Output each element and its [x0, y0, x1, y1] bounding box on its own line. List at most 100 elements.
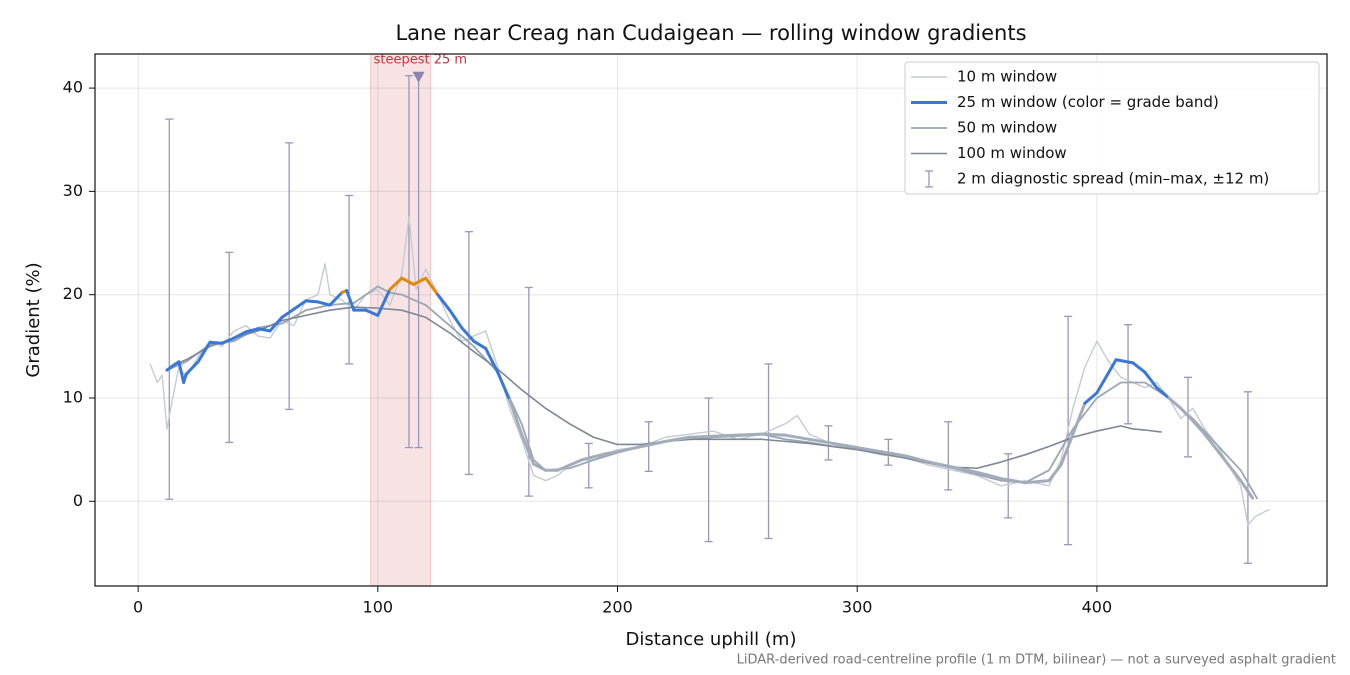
series-segment	[807, 437, 835, 445]
legend-label: 10 m window	[957, 68, 1057, 86]
series-segment	[855, 446, 883, 454]
legend-box	[904, 61, 1320, 195]
y-tick-label: 20	[63, 284, 83, 303]
chart-title: Lane near Creag nan Cudaigean — rolling …	[395, 21, 1026, 45]
series-segment	[280, 307, 296, 319]
series-segment	[580, 455, 596, 462]
error-bar	[704, 397, 713, 543]
series-segment	[687, 434, 715, 439]
series-segment	[1155, 386, 1171, 400]
series-segment	[903, 454, 931, 464]
series-segment	[220, 336, 236, 345]
series-segment	[448, 308, 464, 330]
error-bar	[345, 194, 354, 365]
legend-label: 100 m window	[957, 144, 1067, 162]
error-bar	[944, 421, 953, 491]
axes-frame	[94, 53, 1328, 587]
series-segment	[177, 360, 186, 384]
series-segment	[639, 439, 667, 449]
error-bar	[225, 251, 234, 444]
y-tick-label: 10	[63, 387, 83, 406]
series-segment	[783, 433, 811, 441]
series-segment	[879, 450, 907, 458]
annotation: steepest 25 m	[374, 52, 467, 67]
series-segment	[831, 441, 859, 450]
series-segment	[604, 450, 620, 456]
error-bar	[1124, 323, 1133, 425]
series-segment	[927, 460, 955, 469]
y-tick-label: 0	[73, 491, 83, 510]
steepest-marker	[412, 71, 425, 83]
series-segment	[1239, 479, 1255, 500]
series-segment	[663, 435, 691, 443]
y-tick-label: 40	[63, 78, 83, 97]
series-segment	[364, 308, 380, 317]
series-segment	[345, 289, 356, 312]
series-segment	[1107, 358, 1118, 374]
series-segment	[496, 370, 512, 402]
series-segment	[292, 299, 308, 311]
series-segment	[1131, 361, 1147, 374]
series-segment	[532, 462, 548, 472]
series-segment	[388, 276, 404, 292]
legend-label: 2 m diagnostic spread (min–max, ±12 m)	[957, 170, 1269, 188]
highlight-region	[370, 53, 432, 587]
x-tick-label: 400	[1082, 598, 1113, 617]
series-segment	[1215, 448, 1231, 467]
series-segment	[1059, 432, 1075, 467]
series-segment	[328, 291, 344, 307]
legend-label: 50 m window	[957, 119, 1057, 137]
x-tick-label: 100	[363, 598, 394, 617]
series-segment	[424, 276, 440, 297]
series-segment	[232, 330, 248, 340]
series-segment	[568, 458, 584, 467]
error-bar	[644, 421, 653, 472]
x-axis-label: Distance uphill (m)	[626, 629, 797, 650]
series-segment	[400, 276, 416, 286]
series-segment	[1095, 370, 1111, 395]
error-bar	[1243, 391, 1252, 564]
x-tick-label: 300	[842, 598, 873, 617]
x-tick-label: 0	[133, 598, 143, 617]
footnote: LiDAR-derived road-centreline profile (1…	[737, 653, 1336, 668]
x-tick-label: 200	[602, 598, 633, 617]
series-segment	[1167, 396, 1183, 410]
series-segment	[208, 340, 224, 345]
legend-label: 25 m window (color = grade band)	[957, 93, 1219, 111]
series-segment	[735, 432, 763, 437]
series-segment	[256, 327, 272, 333]
series-segment	[1203, 432, 1219, 452]
error-bar	[464, 231, 473, 476]
series-segment	[268, 315, 284, 333]
series-segment	[951, 465, 979, 474]
series-segment	[196, 340, 212, 364]
series-segment	[244, 327, 260, 334]
y-tick-label: 30	[63, 181, 83, 200]
series-segment	[556, 463, 572, 472]
series-segment	[1114, 358, 1135, 365]
series-segment	[1227, 463, 1243, 483]
series-segment	[616, 445, 643, 454]
error-bar	[404, 75, 413, 449]
series-segment	[759, 432, 787, 437]
series-segment	[1191, 419, 1207, 436]
error-bar	[764, 363, 773, 540]
series-segment	[304, 299, 320, 304]
series-segment	[376, 288, 392, 317]
series-segment	[412, 276, 428, 286]
y-axis-label: Gradient (%)	[23, 262, 44, 377]
series-segment	[1083, 391, 1099, 405]
series-segment	[508, 398, 524, 436]
series-segment	[520, 432, 536, 466]
series-segment	[460, 326, 476, 343]
series-segment	[975, 470, 1003, 481]
error-bar	[584, 442, 593, 489]
error-bar	[1004, 453, 1013, 519]
series-segment	[1023, 479, 1051, 485]
series-segment	[472, 339, 488, 350]
error-bar	[165, 118, 174, 500]
series-segment	[484, 346, 500, 374]
series-segment	[1047, 463, 1063, 483]
series-segment	[1143, 370, 1159, 390]
